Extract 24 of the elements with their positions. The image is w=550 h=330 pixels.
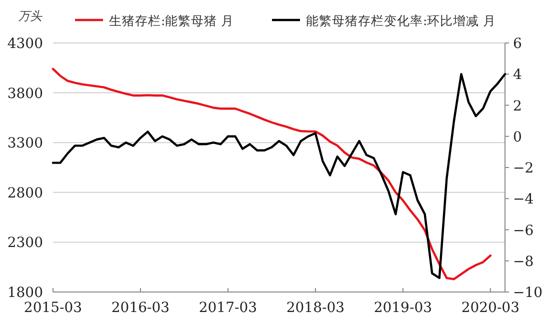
x-tick-label: 2018-03: [286, 300, 345, 316]
y2-tick-label: −6: [513, 222, 534, 239]
legend-label: 能繁母猪存栏变化率:环比增减 月: [306, 13, 496, 28]
y-tick-label: 3800: [7, 86, 43, 102]
y2-tick-label: −4: [513, 192, 534, 208]
y-tick-label: 2800: [7, 185, 43, 202]
y2-tick-label: −2: [513, 160, 534, 176]
y2-tick-label: 6: [513, 36, 522, 52]
y2-tick-label: −10: [513, 285, 543, 301]
x-tick-label: 2017-03: [198, 300, 258, 316]
y2-tick-label: 0: [513, 129, 522, 146]
y-tick-label: 2300: [7, 235, 43, 252]
x-tick-label: 2016-03: [111, 300, 170, 316]
y2-tick-label: −8: [513, 254, 534, 270]
x-tick-label: 2015-03: [24, 300, 82, 316]
y-tick-label: 3300: [7, 136, 43, 152]
y-tick-label: 4300: [7, 36, 43, 52]
legend-label: 生猪存栏:能繁母猪 月: [109, 13, 234, 28]
y2-tick-label: 2: [513, 98, 522, 114]
x-tick-label: 2020-03: [461, 300, 520, 316]
x-tick-label: 2019-03: [374, 300, 432, 316]
y2-tick-label: 4: [513, 67, 522, 84]
y-tick-label: 1800: [7, 285, 43, 301]
y-axis-title: 万头: [18, 9, 43, 23]
